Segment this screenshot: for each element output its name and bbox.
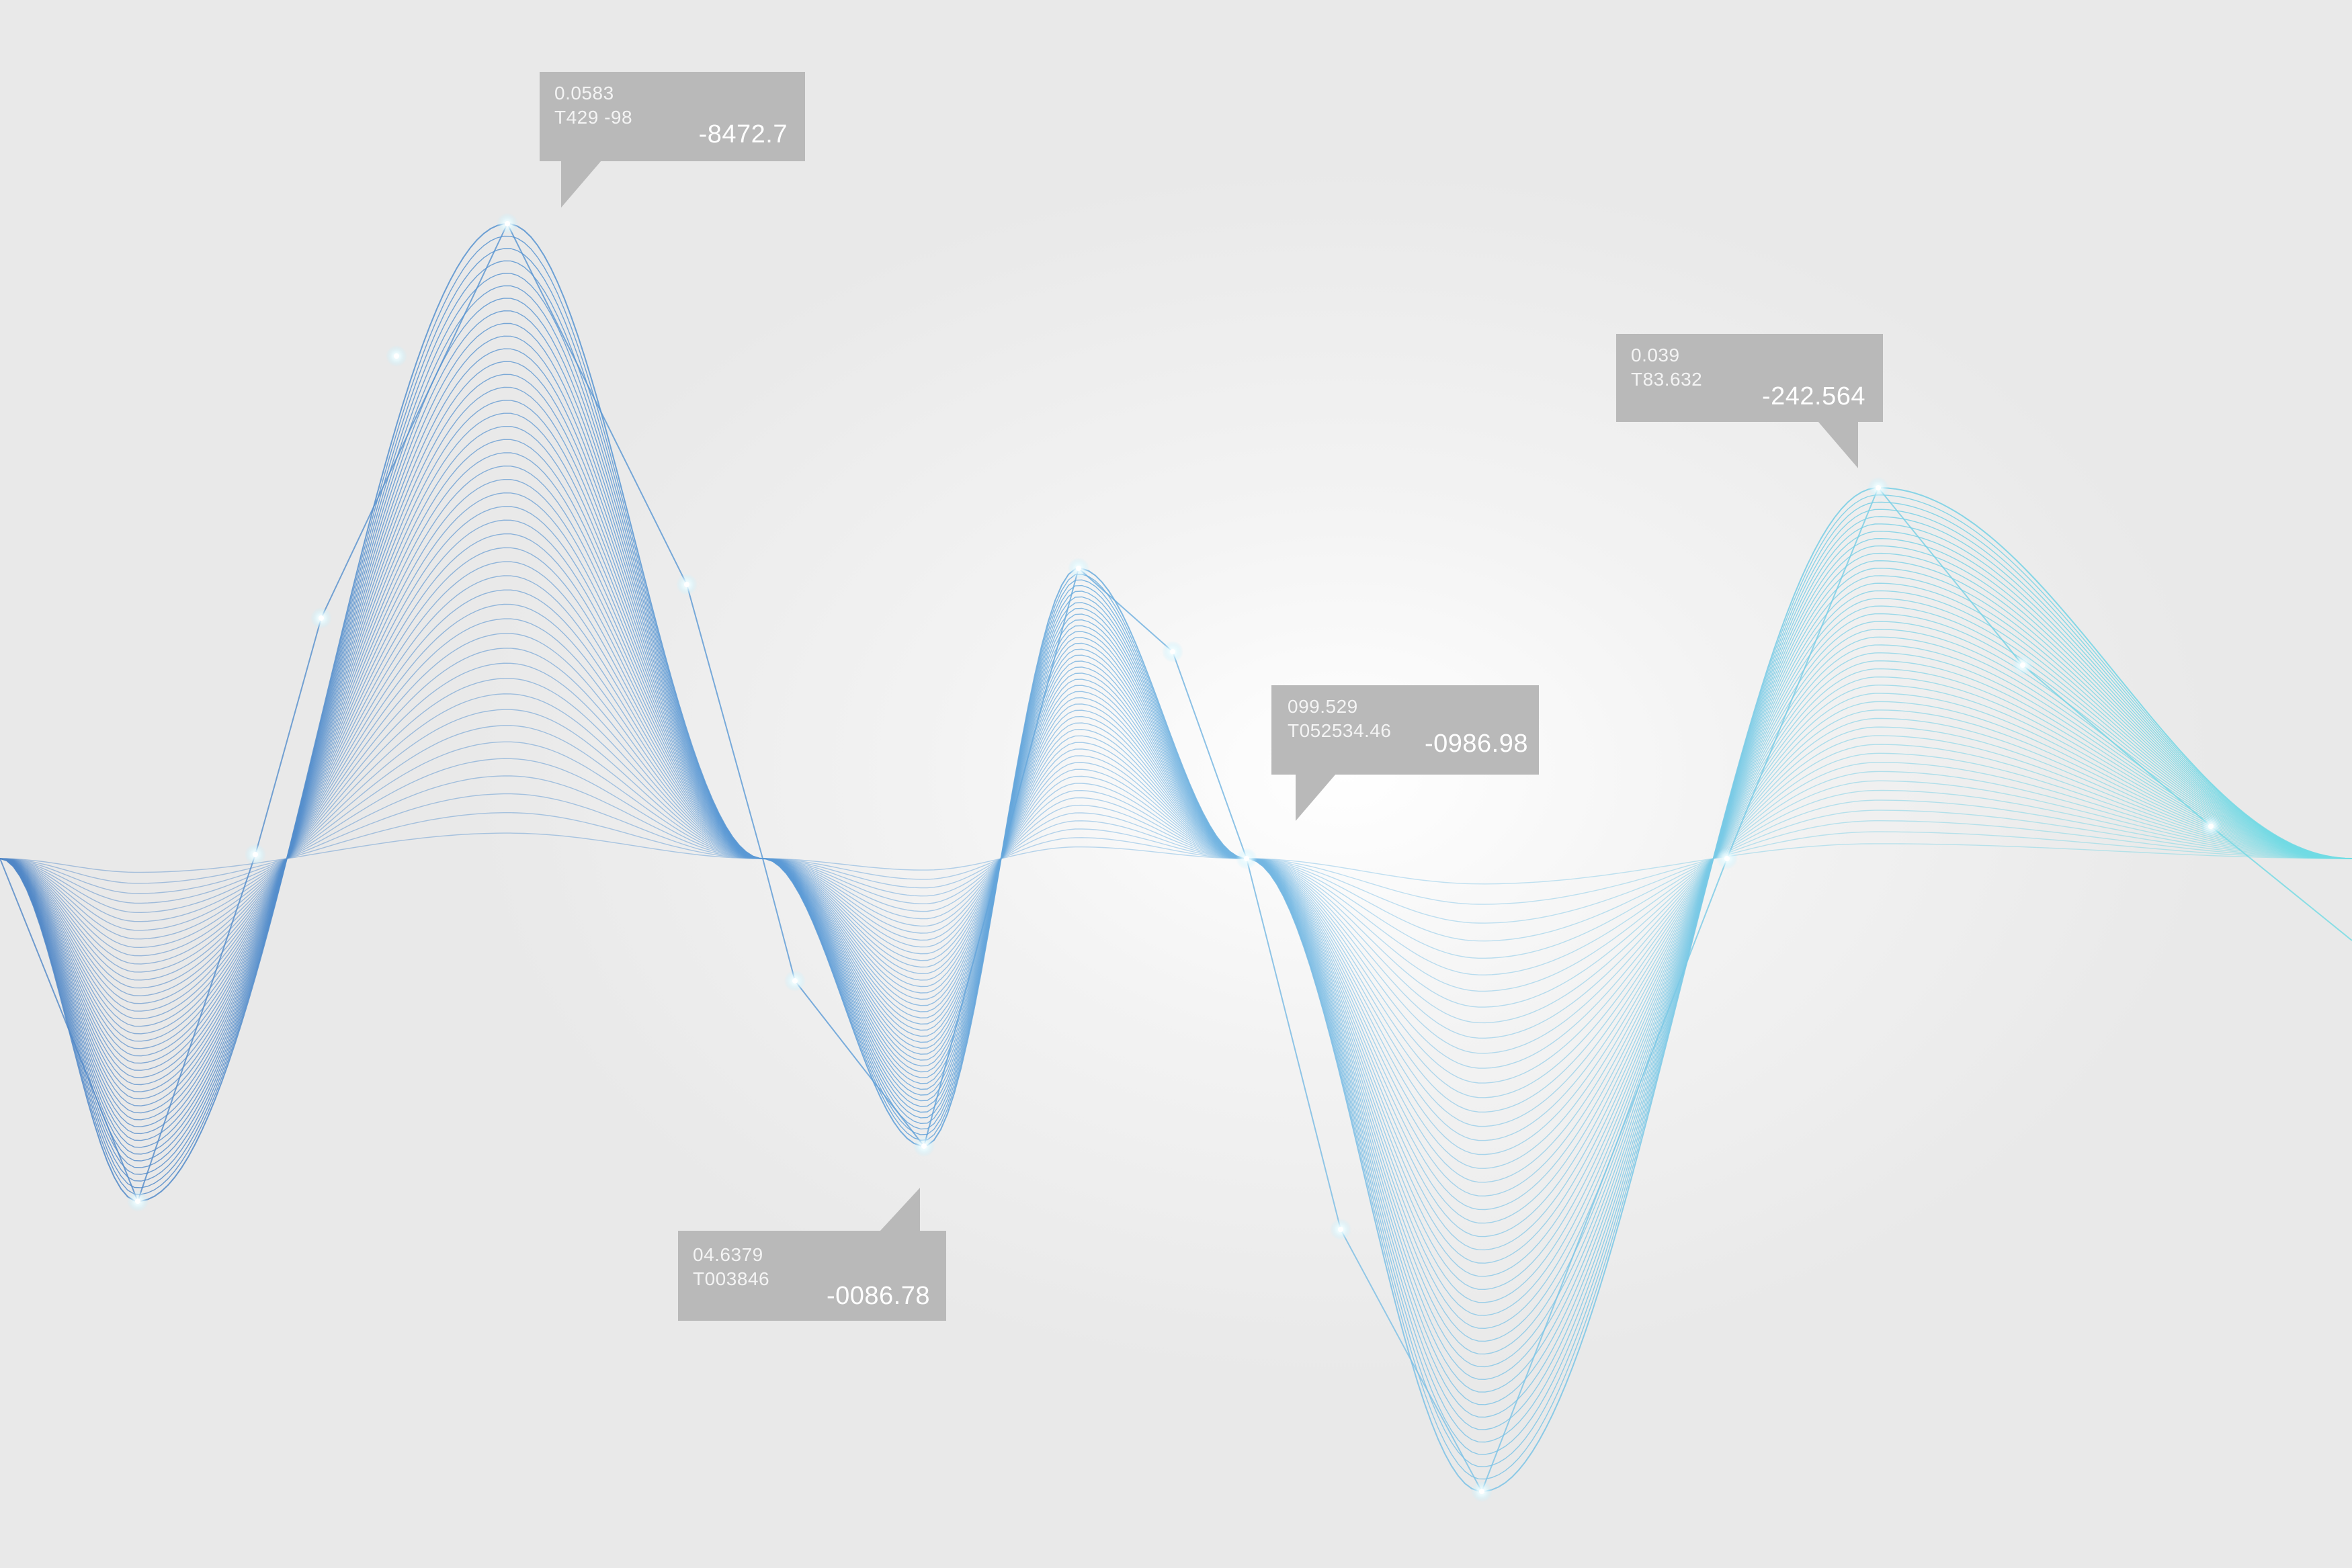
wave-line <box>0 662 2352 1054</box>
callout-code: 04.6379 <box>693 1244 763 1265</box>
wave-line <box>0 812 2352 905</box>
wave-node <box>1076 566 1081 571</box>
wave-line <box>0 633 2352 1084</box>
wave-nodes <box>127 213 2222 1502</box>
wave-node <box>921 1143 927 1149</box>
wave-node <box>1724 856 1730 861</box>
wave-node <box>1244 856 1249 861</box>
wave-line <box>0 374 2352 1342</box>
wave-line <box>0 533 2352 1183</box>
wave-line <box>0 310 2352 1405</box>
wave-envelope <box>0 222 2352 1493</box>
wave-line <box>0 465 2352 1251</box>
callout-value: -8472.7 <box>698 120 788 148</box>
wave-node <box>1876 485 1881 490</box>
wave-line <box>0 575 2352 1141</box>
wave-line <box>0 348 2352 1368</box>
data-callout: 04.6379 T003846 -0086.78 <box>678 1188 946 1321</box>
wave-line <box>0 589 2352 1127</box>
callout-value: -242.564 <box>1761 382 1865 410</box>
wave-line <box>0 561 2352 1156</box>
wave-node <box>792 978 798 984</box>
wave-line <box>0 693 2352 1024</box>
wave-line <box>0 618 2352 1098</box>
wave-line <box>0 741 2352 975</box>
wave-node <box>2208 824 2214 829</box>
wave-line <box>0 452 2352 1264</box>
wave-line <box>0 322 2352 1393</box>
wave-line <box>0 285 2352 1430</box>
wave-lines <box>0 223 2352 1492</box>
wave-node <box>684 582 689 587</box>
wave-line <box>0 426 2352 1291</box>
wave-line <box>0 400 2352 1316</box>
wave-line <box>0 386 2352 1330</box>
wave-line <box>0 758 2352 959</box>
wave-line <box>0 361 2352 1355</box>
wave-node <box>394 353 399 359</box>
wave-line <box>0 439 2352 1277</box>
wave-line <box>0 725 2352 992</box>
wave-envelope-line <box>0 222 2352 1493</box>
callout-pointer <box>1296 774 1336 821</box>
wave-line <box>0 648 2352 1069</box>
callout-code: 0.039 <box>1631 345 1680 365</box>
wave-node <box>1479 1489 1484 1494</box>
wave-line <box>0 412 2352 1303</box>
wave-line <box>0 775 2352 942</box>
wave-line <box>0 506 2352 1211</box>
data-callout: 0.0583 T429 -98 -8472.7 <box>540 72 805 208</box>
wave-line <box>0 793 2352 924</box>
data-callout: 099.529 T052534.46 -0986.98 <box>1271 685 1539 821</box>
wave-line <box>0 223 2352 1492</box>
data-callout: 0.039 T83.632 -242.564 <box>1616 334 1883 468</box>
wave-line <box>0 603 2352 1113</box>
wave-node <box>1170 649 1175 654</box>
callout-pointer <box>561 161 601 208</box>
wave-line <box>0 492 2352 1224</box>
wave-line <box>0 479 2352 1237</box>
callout-code: T83.632 <box>1631 369 1703 390</box>
wave-node <box>135 1199 140 1204</box>
wave-line <box>0 547 2352 1169</box>
wave-node <box>319 615 324 621</box>
wave-line <box>0 260 2352 1455</box>
callout-code: T052534.46 <box>1288 720 1392 741</box>
wave-node <box>505 221 510 226</box>
wave-line <box>0 678 2352 1039</box>
wave-node <box>1338 1227 1343 1232</box>
wave-line <box>0 298 2352 1418</box>
wave-line <box>0 235 2352 1480</box>
callout-code: T429 -98 <box>554 107 633 128</box>
callout-value: -0086.78 <box>826 1282 930 1310</box>
callout-code: 099.529 <box>1288 696 1358 717</box>
callout-pointer <box>880 1188 920 1231</box>
wave-line <box>0 709 2352 1008</box>
wave-line <box>0 335 2352 1381</box>
callout-code: 0.0583 <box>554 83 614 103</box>
wave-node <box>253 852 258 857</box>
wave-line <box>0 832 2352 885</box>
wave-line <box>0 519 2352 1196</box>
callout-pointer <box>1818 421 1858 468</box>
wave-line <box>0 248 2352 1467</box>
wave-line <box>0 273 2352 1443</box>
callout-value: -0986.98 <box>1424 730 1528 758</box>
wave-node <box>2020 662 2025 668</box>
callout-code: T003846 <box>693 1268 770 1289</box>
